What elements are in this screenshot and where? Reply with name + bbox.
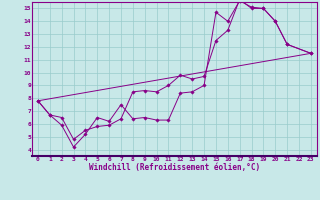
X-axis label: Windchill (Refroidissement éolien,°C): Windchill (Refroidissement éolien,°C) bbox=[89, 163, 260, 172]
